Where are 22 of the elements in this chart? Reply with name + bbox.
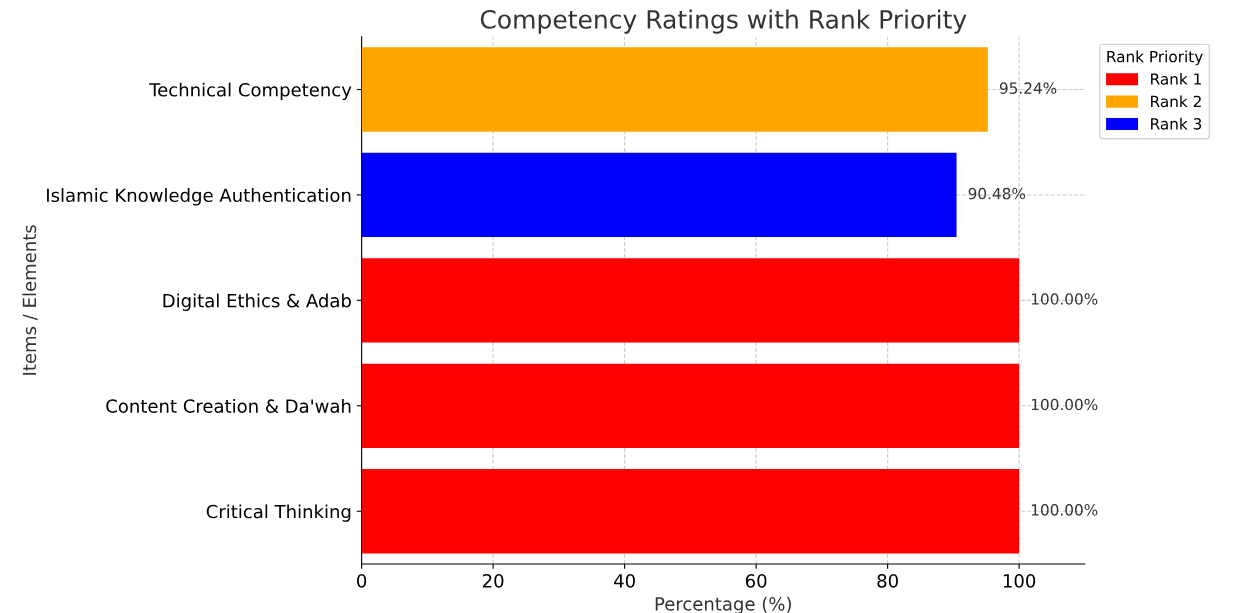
- y-tick-label: Technical Competency: [149, 82, 352, 101]
- y-tick-label: Digital Ethics & Adab: [163, 293, 351, 311]
- data-label: 90.48%: [968, 187, 1026, 200]
- data-label: 100.00%: [1031, 398, 1098, 411]
- legend-title: Rank Priority: [1107, 50, 1203, 66]
- y-axis-title: Items / Elements: [22, 225, 38, 375]
- x-tick-label: 60: [745, 574, 767, 588]
- legend-label: Rank 1: [1151, 72, 1201, 85]
- legend-label: Rank 2: [1151, 95, 1201, 108]
- x-tick-label: 0: [357, 574, 367, 588]
- y-tick-label: Islamic Knowledge Authentication: [47, 188, 351, 206]
- legend-label: Rank 3: [1151, 117, 1202, 130]
- x-tick-label: 40: [614, 574, 635, 588]
- chart-title: Competency Ratings with Rank Priority: [480, 9, 967, 34]
- x-tick-label: 100: [1003, 574, 1036, 588]
- y-tick-label: Critical Thinking: [206, 504, 351, 522]
- data-label: 95.24%: [999, 82, 1057, 94]
- data-label: 100.00%: [1031, 293, 1098, 305]
- y-tick-label: Content Creation & Da'wah: [106, 398, 351, 413]
- x-tick-label: 80: [877, 574, 898, 588]
- x-tick-label: 20: [482, 574, 504, 588]
- data-label: 100.00%: [1031, 504, 1098, 516]
